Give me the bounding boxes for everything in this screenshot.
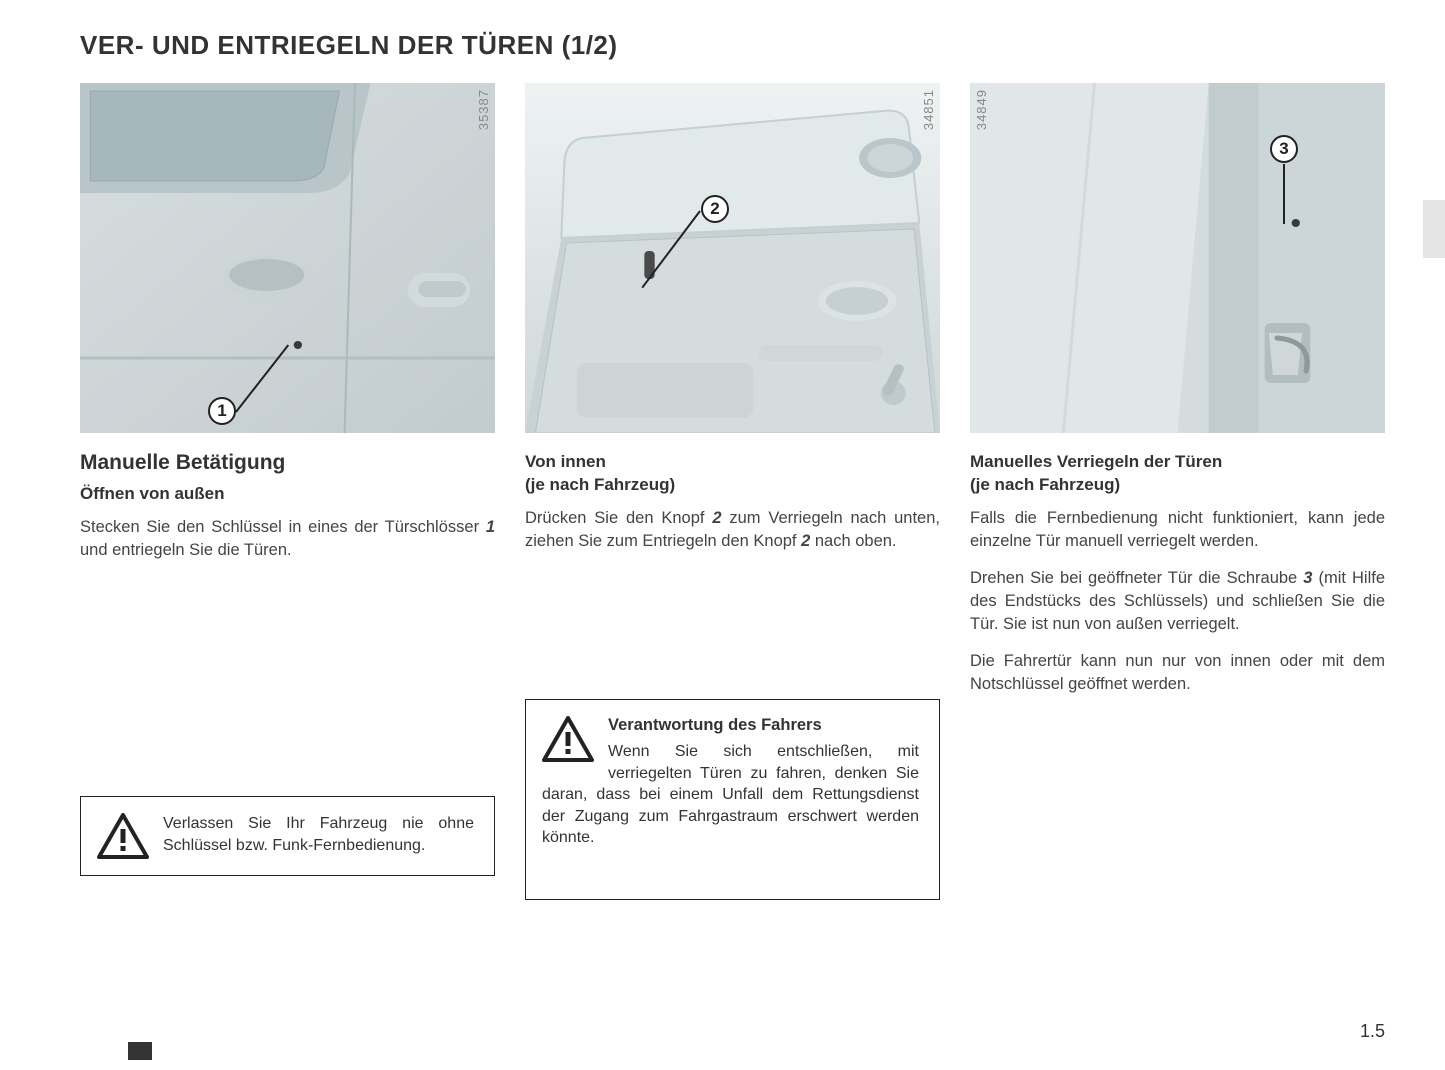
columns-container: 35387 1 Manuelle Betätigung Öffnen von a… (80, 83, 1385, 900)
image-ref-2: 34851 (921, 89, 936, 130)
callout-badge-3: 3 (1270, 135, 1298, 163)
figure-1: 35387 1 (80, 83, 495, 433)
column-1: 35387 1 Manuelle Betätigung Öffnen von a… (80, 83, 495, 900)
figure-2: 34851 2 (525, 83, 940, 433)
para-3-1: Drehen Sie bei geöffneter Tür die Schrau… (970, 567, 1385, 636)
bottom-marker (128, 1042, 152, 1060)
subheading-1: Öffnen von außen (80, 483, 495, 506)
page-title: VER- UND ENTRIEGELN DER TÜREN (1/2) (80, 30, 1385, 61)
column-2: 34851 2 Von innen(je nach Fahrzeug) Drüc… (525, 83, 940, 900)
column-3: 34849 3 Manuelles Verriegeln der Türen(j… (970, 83, 1385, 900)
figure-3: 34849 3 (970, 83, 1385, 433)
section-heading-1: Manuelle Betätigung (80, 451, 495, 475)
para-3-0: Falls die Fernbedienung nicht funktionie… (970, 507, 1385, 553)
para-1-0: Stecken Sie den Schlüssel in eines der T… (80, 516, 495, 562)
page-number: 1.5 (1360, 1021, 1385, 1042)
subheading-3: Manuelles Verriegeln der Türen(je nach F… (970, 451, 1385, 497)
callout-badge-2: 2 (701, 195, 729, 223)
callout-line-3 (1283, 164, 1285, 224)
para-3-2: Die Fahrertür kann nun nur von innen ode… (970, 650, 1385, 696)
warning-icon (97, 813, 149, 859)
para-2-0: Drücken Sie den Knopf 2 zum Verriegeln n… (525, 507, 940, 553)
callout-badge-1: 1 (208, 397, 236, 425)
image-ref-3: 34849 (974, 89, 989, 130)
warning-text-1: Verlassen Sie Ihr Fahrzeug nie ohne Schl… (163, 813, 474, 859)
tab-marker (1423, 200, 1445, 258)
warning-box-2: Verantwortung des Fahrers Wenn Sie sich … (525, 699, 940, 900)
warning-icon (542, 716, 594, 762)
warning-title-2: Verantwortung des Fahrers (542, 716, 919, 735)
warning-box-1: Verlassen Sie Ihr Fahrzeug nie ohne Schl… (80, 796, 495, 876)
subheading-2: Von innen(je nach Fahrzeug) (525, 451, 940, 497)
image-ref-1: 35387 (476, 89, 491, 130)
warning-text-2: Wenn Sie sich entschließen, mit verriege… (542, 741, 919, 849)
